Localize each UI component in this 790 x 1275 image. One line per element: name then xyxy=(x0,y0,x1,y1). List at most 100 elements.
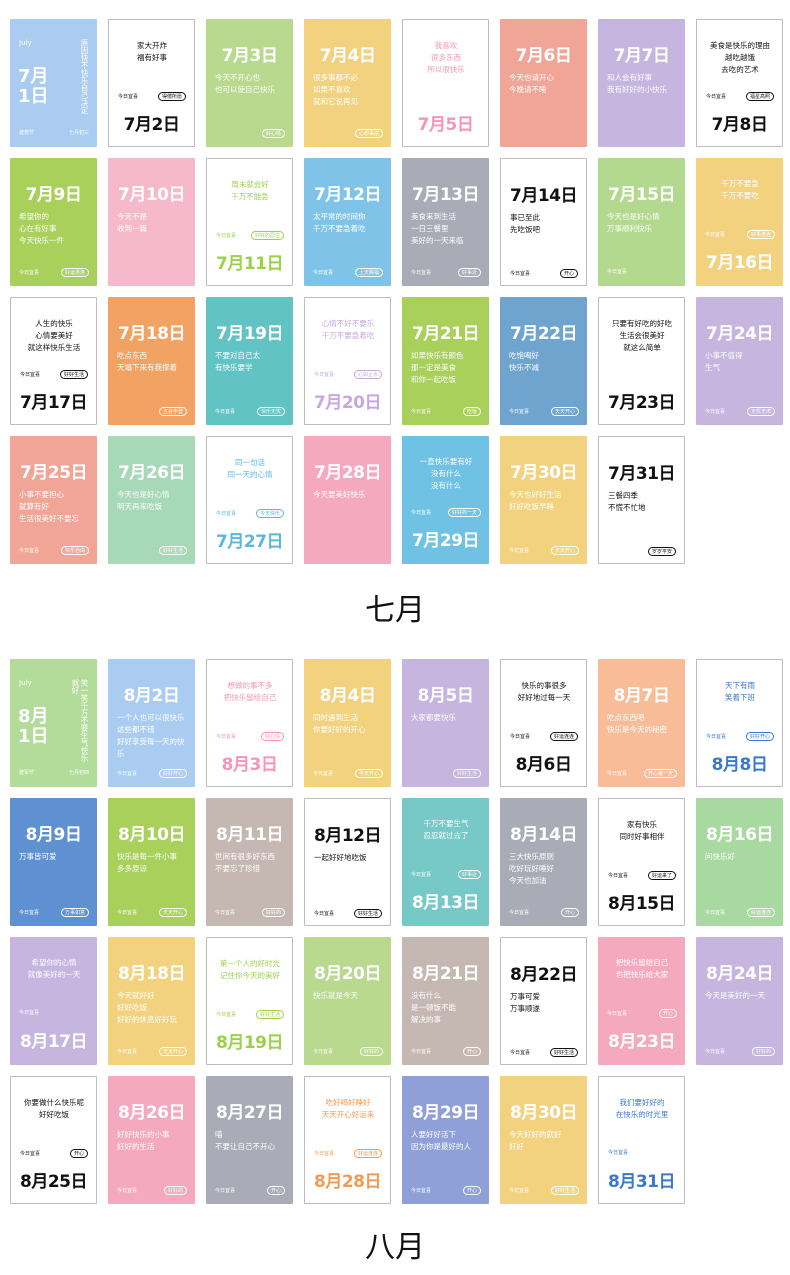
card-date: 7月3日 xyxy=(221,46,278,66)
card-message: 心情不好不要乐 千万不要急着吃 xyxy=(321,319,375,340)
card-footer: 今日宜喜 开心 xyxy=(411,1047,481,1056)
footer-stamp: 开心 xyxy=(658,1009,677,1018)
footer-stamp: 心想事成 xyxy=(354,129,383,138)
calendar-card: 8月2日一个人也可以很快乐 这些都不错 好好享受每一天的快乐今日宜喜 好好开心 xyxy=(108,659,195,787)
calendar-card: 8月12日 一起好好地吃饭 今日宜喜 好好生活 xyxy=(304,798,391,926)
card-date: 7月18日 xyxy=(118,324,186,344)
card-message: 今天也是好心情 明天再来吃饭 xyxy=(117,490,170,511)
calendar-card: 8月3日 想做的事不多 把快乐留给自己 今日宜喜 好心情 xyxy=(206,659,293,787)
lunar-date-label: 七月初四 xyxy=(68,770,89,776)
footer-stamp: 开心 xyxy=(69,1149,88,1158)
card-footer: 今日宜喜 好好生活 xyxy=(20,370,88,379)
footer-left-text: 今日宜喜 xyxy=(20,372,41,378)
calendar-card: 8月28日 吃好喝好睡好 天天开心好运来 今日宜喜 好运连连 xyxy=(304,1076,391,1204)
card-message: 一个人也可以很快乐 这些都不错 好好享受每一天的快乐 xyxy=(117,713,185,758)
calendar-card: 8月15日 家有快乐 同时好事相伴 今日宜喜 好运来了 xyxy=(598,798,685,926)
card-message: 一直快乐要有好 没有什么 没有什么 xyxy=(419,457,473,490)
calendar-card: 7月16日 千万不要急 千万不要吃 今日宜喜 好事连连 xyxy=(696,158,783,286)
card-date: 7月31日 xyxy=(608,464,676,484)
footer-left-text: 今日宜喜 xyxy=(411,872,432,878)
card-date: 8月29日 xyxy=(412,1103,480,1123)
footer-left-text: 今日宜喜 xyxy=(215,1188,236,1194)
card-date: 8月17日 xyxy=(20,1032,88,1052)
card-message: 万事可爱 万事顺遂 xyxy=(510,992,540,1013)
card-footer: 今日宜喜 天天开心 xyxy=(117,1047,187,1056)
calendar-card: 7月5日 我喜欢 很多东西 所以很快乐 xyxy=(402,19,489,147)
footer-left-text: 今日宜喜 xyxy=(117,1188,138,1194)
footer-left-text: 今日宜喜 xyxy=(607,1011,628,1017)
first-day-vertical-text: 笑一笑千万不要生气快乐就好 xyxy=(71,679,89,762)
first-day-date: 7月 1日 xyxy=(18,67,49,107)
calendar-card-first-day: July 7月 1日 原因快不快乐自己决定 建党节 七月初三 xyxy=(10,19,97,147)
footer-left-text: 今日宜喜 xyxy=(314,372,335,378)
footer-stamp: 天天开心 xyxy=(158,908,187,917)
card-message: 把快乐留给自己 也把快乐给大家 xyxy=(615,958,669,979)
card-footer: 今日宜喜 好好开心 xyxy=(706,732,774,741)
footer-stamp: 好心情 xyxy=(260,732,284,741)
card-footer: 今日宜喜 好运连连 xyxy=(19,268,89,277)
footer-left-text: 今日宜喜 xyxy=(509,910,530,916)
calendar-card: 7月3日 今天不开心也 也可以使自己快乐 好心情 xyxy=(206,19,293,147)
card-message: 太平常的时间你 千万不要急着吃 xyxy=(313,212,366,233)
card-date: 7月30日 xyxy=(510,463,578,483)
card-message: 小事不值得 生气 xyxy=(705,351,743,372)
footer-left-text: 今日宜喜 xyxy=(411,510,432,516)
card-message: 人要好好活下 因为你是最好的人 xyxy=(411,1130,471,1151)
calendar-card: 7月31日三餐四季 不慌不忙地岁岁平安 xyxy=(598,436,685,564)
card-date: 8月2日 xyxy=(123,686,180,706)
card-date: 7月17日 xyxy=(20,393,88,413)
card-date: 8月24日 xyxy=(706,964,774,984)
first-day-vertical-text: 原因快不快乐自己决定 xyxy=(80,39,89,114)
card-message: 如果快乐有颜色 那一定是美食 和你一起吃饭 xyxy=(411,351,464,384)
footer-stamp: 上天赐福 xyxy=(354,268,383,277)
card-message: 三餐四季 不慌不忙地 xyxy=(608,491,646,512)
card-message: 今天也请开心 今晚请不睡 xyxy=(509,73,554,94)
card-footer: 今日宜喜 好好开心 xyxy=(117,769,187,778)
calendar-card: 8月18日 今天就好好 好好吃饭 好好的休息好好玩 今日宜喜 天天开心 xyxy=(108,937,195,1065)
card-message: 不要对自己太 有快乐要学 xyxy=(215,351,260,372)
card-footer: 今日宜喜 好好生活 xyxy=(510,1048,578,1057)
card-footer: 今日宜喜 好好的忍住 xyxy=(216,231,284,240)
footer-stamp: 好好的忍住 xyxy=(250,231,284,240)
footer-stamp: 开心 xyxy=(559,269,578,278)
footer-left-text: 今日宜喜 xyxy=(313,1049,334,1055)
calendar-card: 8月24日 今天是美好的一天 今日宜喜 好好的 xyxy=(696,937,783,1065)
card-date: 7月8日 xyxy=(711,115,768,135)
calendar-card: 7月10日 今天不是 收到一篇 xyxy=(108,158,195,286)
footer-left-text: 今日宜喜 xyxy=(608,873,629,879)
card-date: 8月27日 xyxy=(216,1103,284,1123)
card-message: 快乐就是今天 xyxy=(313,991,358,1000)
card-date: 7月15日 xyxy=(608,185,676,205)
footer-stamp: 好好开心 xyxy=(158,769,187,778)
footer-left-text: 今日宜喜 xyxy=(216,734,237,740)
card-message: 今天也是好心情 万事顺利快乐 xyxy=(607,212,660,233)
card-date: 8月26日 xyxy=(118,1103,186,1123)
calendar-card: 8月14日 三大快乐原则 吃好玩好睡好 今天也加油 今日宜喜 开心 xyxy=(500,798,587,926)
calendar-card: 8月31日 我们要好好的 在快乐的时光里 今日宜喜 xyxy=(598,1076,685,1204)
card-message: 和人会有好事 我有好好的小快乐 xyxy=(607,73,667,94)
footer-stamp: 好好的一天 xyxy=(447,508,481,517)
footer-stamp: 无忧无虑 xyxy=(746,407,775,416)
card-message: 吃点东西 天塌下来有我撑着 xyxy=(117,351,177,372)
card-date: 8月30日 xyxy=(510,1103,578,1123)
first-day-month: 7月 xyxy=(18,66,49,87)
footer-stamp: 好事近 xyxy=(457,870,481,879)
card-footer: 今日宜喜 无忧无虑 xyxy=(705,407,775,416)
footer-stamp: 好事近 xyxy=(457,268,481,277)
footer-stamp: 吃饭 xyxy=(462,407,481,416)
calendar-card: 7月19日 不要对自己太 有快乐要学 今日宜喜 快乐无忧 xyxy=(206,297,293,425)
card-footer: 今日宜喜 万事如意 xyxy=(19,908,89,917)
footer-stamp: 今天开心 xyxy=(354,769,383,778)
card-date: 8月16日 xyxy=(706,825,774,845)
card-footer: 岁岁平安 xyxy=(608,547,676,556)
footer-left-text: 今日宜喜 xyxy=(216,1012,237,1018)
footer-stamp: 万事如意 xyxy=(60,908,89,917)
first-day-month: 8月 xyxy=(18,706,49,727)
card-date: 7月13日 xyxy=(412,185,480,205)
card-message: 万事皆可爱 xyxy=(19,852,57,861)
footer-left-text: 今日宜喜 xyxy=(510,734,531,740)
card-message: 今天也好好生活 好好吃饭早睡 xyxy=(509,490,562,511)
footer-left-text: 今日宜喜 xyxy=(118,94,139,100)
card-date: 8月4日 xyxy=(319,686,376,706)
footer-stamp: 好好开心 xyxy=(745,732,774,741)
